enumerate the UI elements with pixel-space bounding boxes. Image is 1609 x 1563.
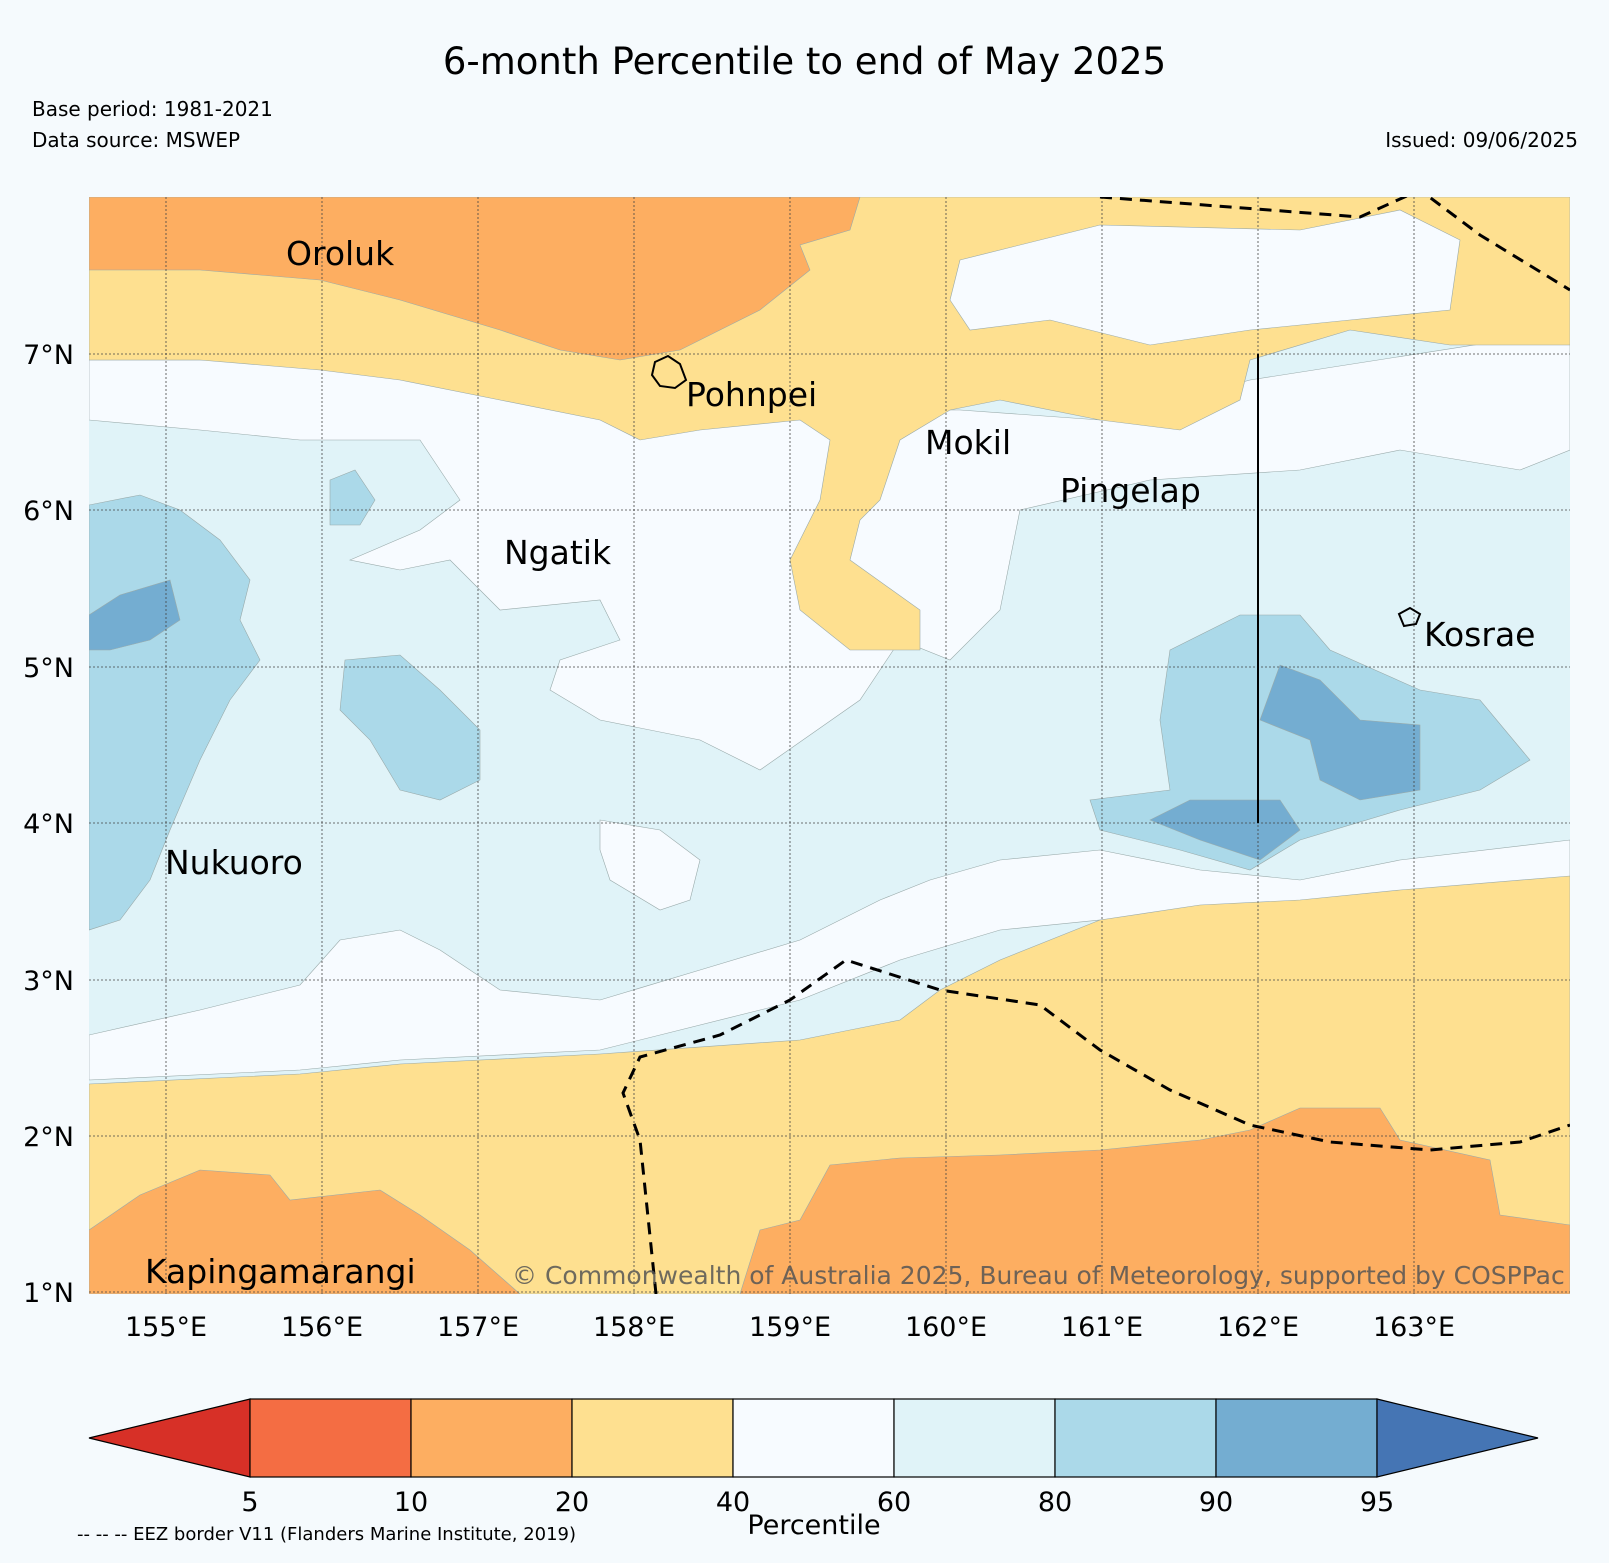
label-oroluk: Oroluk [286,234,395,273]
fill-10-20-south [89,1169,521,1294]
eez-borders [621,197,1570,1294]
lon-tick-label: 155°E [125,1312,207,1343]
label-mokil: Mokil [925,423,1011,462]
page-title: 6-month Percentile to end of May 2025 [442,40,1167,83]
lat-tick-label: 6°N [23,496,74,527]
island-labels: Oroluk Pohnpei Mokil Pingelap Ngatik Kos… [145,234,1535,1291]
colorbar-segment-5-10 [249,1398,412,1478]
lon-tick-label: 162°E [1217,1312,1299,1343]
fill-40-60-pocket [599,819,701,911]
lat-tick-label: 4°N [23,809,74,840]
colorbar-segment-90-95 [1215,1398,1378,1478]
colorbar-segment-above-95 [1376,1398,1539,1478]
contour-fills [89,197,1570,1294]
colorbar-tick-label: 60 [877,1487,911,1518]
lon-tick-label: 159°E [749,1312,831,1343]
lat-tick-label: 5°N [23,653,74,684]
data-source: Data source: MSWEP [32,128,241,152]
colorbar [88,1398,1539,1478]
colorbar-segment-80-90 [1054,1398,1217,1478]
lat-tick-label: 2°N [23,1122,74,1153]
label-kapingamarangi: Kapingamarangi [145,1252,416,1291]
lon-tick-label: 157°E [437,1312,519,1343]
lat-tick-label: 1°N [23,1278,74,1309]
fill-10-20-north [89,197,861,361]
colorbar-tick-label: 80 [1038,1487,1072,1518]
fill-90-95-east [1259,664,1421,801]
colorbar-label: Percentile [747,1510,881,1541]
eez-border-south [621,958,1570,1294]
base-period: Base period: 1981-2021 [32,97,273,121]
fill-40-60-south [89,839,1570,1081]
colorbar-tick-label: 95 [1360,1487,1394,1518]
fill-90-95-west [89,579,181,651]
colorbar-ticks: 5 10 20 40 60 80 90 95 [241,1487,1394,1518]
label-pingelap: Pingelap [1060,471,1201,510]
lon-tick-labels: 155°E 156°E 157°E 158°E 159°E 160°E 161°… [125,1312,1455,1343]
colorbar-segment-below-5 [88,1398,251,1478]
fill-80-90-center-west [339,654,481,801]
colorbar-tick-label: 10 [394,1487,428,1518]
lon-tick-label: 161°E [1061,1312,1143,1343]
label-kosrae: Kosrae [1424,615,1535,654]
pohnpei-coastline [650,354,688,390]
label-ngatik: Ngatik [504,533,612,572]
colorbar-tick-label: 90 [1199,1487,1233,1518]
fill-10-20-southeast [739,1107,1570,1294]
colorbar-tick-label: 5 [241,1487,258,1518]
colorbar-segment-40-60 [732,1398,895,1478]
colorbar-tick-label: 40 [716,1487,750,1518]
lat-tick-label: 3°N [23,966,74,997]
colorbar-tick-label: 20 [555,1487,589,1518]
kosrae-coastline [1397,606,1422,628]
colorbar-segment-10-20 [410,1398,573,1478]
lon-tick-label: 156°E [281,1312,363,1343]
label-nukuoro: Nukuoro [165,843,303,882]
colorbar-segment-20-40 [571,1398,734,1478]
lon-tick-label: 160°E [905,1312,987,1343]
colorbar-segment-60-80 [893,1398,1056,1478]
issued-date: Issued: 09/06/2025 [1385,128,1578,152]
grid-lines [89,197,1570,1294]
lat-tick-labels: 1°N 2°N 3°N 4°N 5°N 6°N 7°N [23,340,74,1309]
eez-legend-note: -- -- -- EEZ border V11 (Flanders Marine… [77,1524,577,1545]
lon-tick-label: 158°E [593,1312,675,1343]
lat-tick-label: 7°N [23,340,74,371]
fill-90-95-southeast [1149,799,1301,861]
lon-tick-label: 163°E [1373,1312,1455,1343]
fill-80-90-small [329,469,376,526]
copyright-notice: © Commonwealth of Australia 2025, Bureau… [512,1261,1565,1290]
label-pohnpei: Pohnpei [686,375,817,414]
fill-40-60-ne [949,209,1461,346]
